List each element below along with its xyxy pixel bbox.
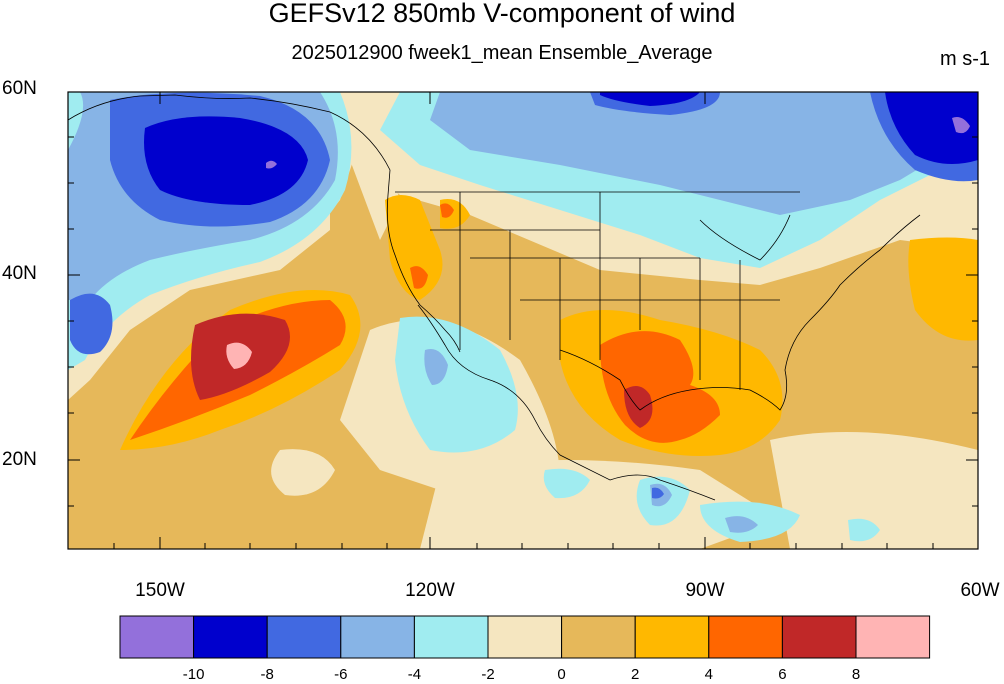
- legend-swatch: [413, 615, 489, 659]
- legend-label: -2: [481, 666, 495, 683]
- lon-label-90w: 90W: [685, 580, 725, 601]
- lat-label-40n: 40N: [2, 263, 37, 284]
- legend-label: 8: [851, 666, 861, 683]
- lat-label-60n: 60N: [2, 78, 37, 99]
- legend-swatch: [119, 615, 195, 659]
- legend-label: -10: [182, 666, 205, 683]
- legend-label: -6: [334, 666, 348, 683]
- legend-label: -8: [260, 666, 274, 683]
- map-title: GEFSv12 850mb V-component of wind: [268, 0, 736, 28]
- legend-swatch: [193, 615, 268, 659]
- legend-swatch: [487, 615, 563, 659]
- legend-swatch: [340, 615, 415, 659]
- lon-label-120w: 120W: [405, 580, 455, 601]
- legend-label: 0: [557, 666, 566, 683]
- legend-swatch: [708, 615, 783, 659]
- units-label: m s-1: [940, 48, 990, 70]
- lon-label-150w: 150W: [135, 580, 185, 601]
- legend-swatch: [781, 615, 857, 659]
- legend-label: 4: [704, 666, 713, 683]
- legend-swatch: [634, 615, 710, 659]
- wind-field: [68, 92, 978, 549]
- legend-swatch: [561, 615, 636, 659]
- coastlines: [68, 94, 921, 501]
- legend-label: -4: [407, 666, 422, 683]
- map-subtitle: 2025012900 fweek1_mean Ensemble_Average: [291, 42, 713, 64]
- legend-label: 2: [631, 666, 640, 683]
- color-legend: [119, 615, 931, 659]
- legend-swatch: [855, 615, 931, 659]
- lat-label-20n: 20N: [2, 449, 37, 470]
- legend-label: 6: [778, 666, 787, 683]
- legend-swatch: [266, 615, 342, 659]
- lon-label-60w: 60W: [960, 580, 1000, 601]
